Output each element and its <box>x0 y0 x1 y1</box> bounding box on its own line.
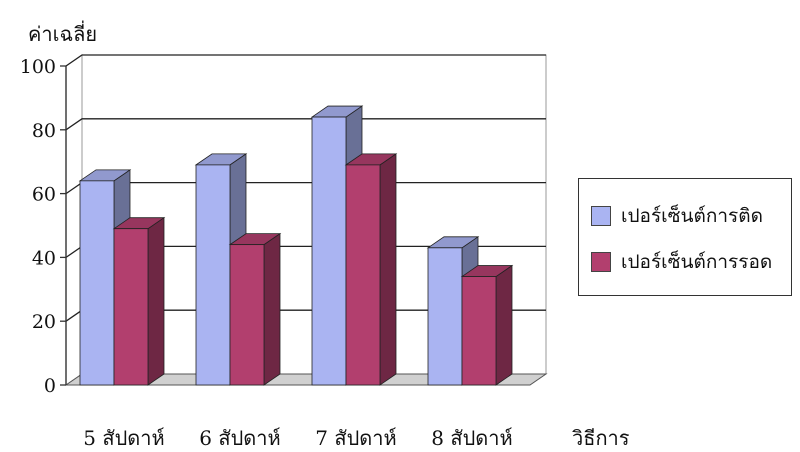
y-tick-label: 40 <box>32 247 56 269</box>
bars <box>78 105 514 386</box>
gridline <box>65 118 546 131</box>
y-tick-label: 60 <box>32 184 56 206</box>
bar-2-series-2 <box>228 232 282 386</box>
bar-1-series-2 <box>112 216 166 386</box>
y-axis-label: ค่าเฉลี่ย <box>28 20 97 46</box>
x-tick-label: 5 สัปดาห์ <box>83 426 164 450</box>
y-tick-label: 20 <box>32 311 56 333</box>
bar-side <box>495 264 513 386</box>
y-tick-label: 80 <box>32 120 56 142</box>
legend-item-series-1: เปอร์เซ็นต์การติด <box>591 193 791 239</box>
bar-front <box>195 164 231 386</box>
bar-front <box>427 247 463 386</box>
y-tick-label: 100 <box>20 56 56 78</box>
legend-swatch-series-1 <box>591 206 611 226</box>
bar-side <box>147 216 165 386</box>
x-axis-label: วิธีการ <box>572 426 630 450</box>
legend-label-series-1: เปอร์เซ็นต์การติด <box>621 205 763 227</box>
bar-side <box>263 232 281 386</box>
y-tick-labels: 0 20 40 60 80 100 <box>20 56 56 397</box>
bar-front <box>229 244 265 386</box>
bar-front <box>79 180 115 386</box>
axes <box>60 65 67 386</box>
x-tick-labels: 5 สัปดาห์ 6 สัปดาห์ 7 สัปดาห์ 8 สัปดาห์ <box>83 426 512 450</box>
bar-3-series-2 <box>344 153 398 386</box>
gridline <box>65 54 546 67</box>
legend-item-series-2: เปอร์เซ็นต์การรอด <box>591 239 791 285</box>
legend: เปอร์เซ็นต์การติด เปอร์เซ็นต์การรอด <box>578 178 792 296</box>
bar-front <box>113 228 149 386</box>
x-tick-label: 7 สัปดาห์ <box>315 426 396 450</box>
y-tick-label: 0 <box>44 375 56 397</box>
bar-front <box>345 164 381 386</box>
side-wall <box>65 54 83 386</box>
bar-front <box>311 116 347 386</box>
bar-front <box>461 276 497 386</box>
x-tick-label: 6 สัปดาห์ <box>199 426 280 450</box>
legend-swatch-series-2 <box>591 252 611 272</box>
bar-4-series-2 <box>460 264 514 386</box>
bar-side <box>379 153 397 386</box>
x-tick-label: 8 สัปดาห์ <box>431 426 512 450</box>
legend-label-series-2: เปอร์เซ็นต์การรอด <box>621 251 773 273</box>
